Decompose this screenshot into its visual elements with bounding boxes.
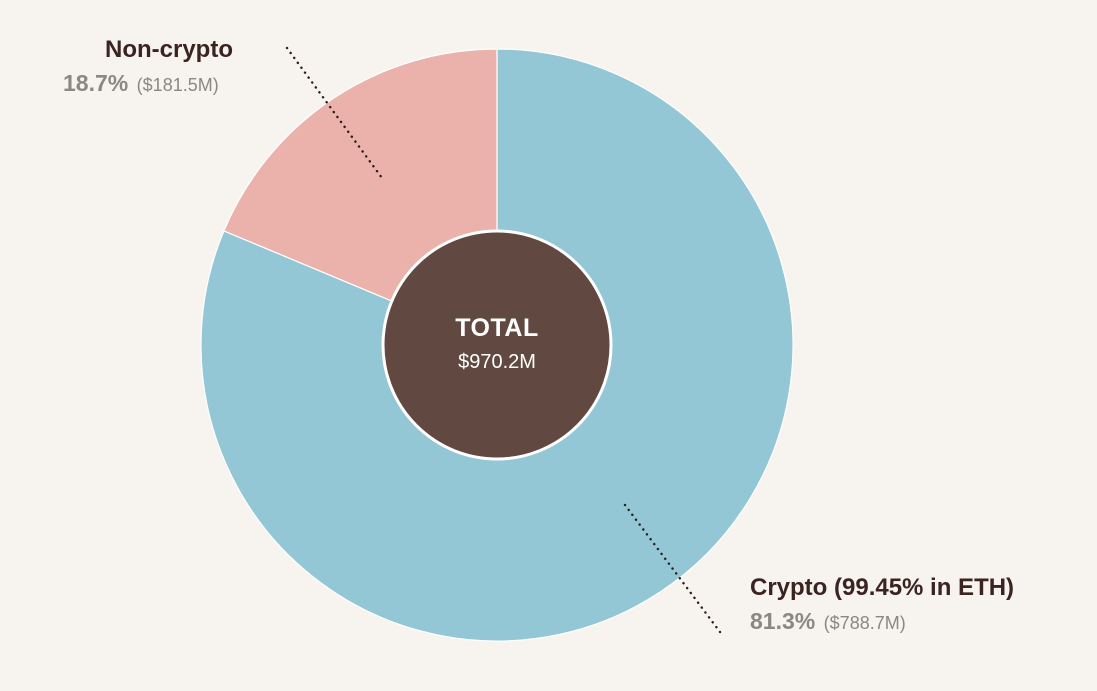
center-total-title: TOTAL <box>455 314 539 342</box>
non-crypto-amount: ($181.5M) <box>136 75 219 95</box>
crypto-leader-line <box>623 503 722 634</box>
center-total-value: $970.2M <box>458 351 536 373</box>
crypto-percent: 81.3% <box>750 608 816 634</box>
non-crypto-label: Non-crypto 18.7% ($181.5M) <box>63 36 233 95</box>
crypto-label: Crypto (99.45% in ETH) 81.3% ($788.7M) <box>750 576 1014 633</box>
crypto-value: 81.3% ($788.7M) <box>750 610 1014 633</box>
non-crypto-percent: 18.7% <box>63 70 129 96</box>
center-total-circle <box>381 229 613 461</box>
non-crypto-leader-line <box>285 46 384 180</box>
crypto-amount: ($788.7M) <box>823 613 906 633</box>
leader-lines <box>285 46 722 634</box>
non-crypto-name: Non-crypto <box>105 36 233 63</box>
non-crypto-value: 18.7% ($181.5M) <box>63 72 233 95</box>
crypto-name: Crypto (99.45% in ETH) <box>750 574 1015 601</box>
